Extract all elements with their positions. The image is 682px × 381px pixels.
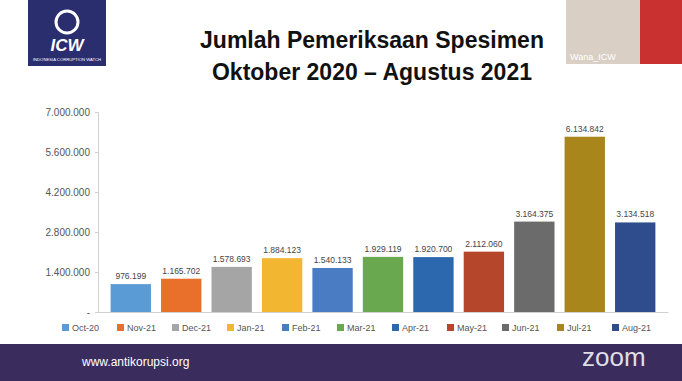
bar [615,222,655,312]
logo: ICW INDONESIA CORRUPTION WATCH [28,0,106,66]
legend-swatch [502,324,509,331]
data-label: 1.884.123 [263,245,301,255]
legend-swatch [282,324,289,331]
y-tick-mark [95,192,98,193]
legend-item: Jan-21 [227,323,265,333]
legend-swatch [612,324,619,331]
bar [111,284,151,312]
legend-swatch [117,324,124,331]
legend-item: Jun-21 [502,323,540,333]
legend-swatch [337,324,344,331]
legend-item: May-21 [447,323,487,333]
slide: ICW INDONESIA CORRUPTION WATCH Jumlah Peme… [0,0,682,381]
bar [464,252,504,312]
legend-label: Jun-21 [512,323,540,333]
webcam-label: Wana_ICW [570,52,616,62]
legend-item: Apr-21 [392,323,429,333]
bar [565,137,605,312]
watermark: zoom [582,342,646,372]
data-label: 976.199 [115,271,146,281]
data-label: 1.540.133 [314,255,352,265]
bar [262,258,302,312]
bar [312,268,352,312]
y-tick: 7.000.000 [46,107,99,118]
data-label: 3.164.375 [515,209,553,219]
y-tick-mark [95,232,98,233]
legend-swatch [227,324,234,331]
subtitle: Oktober 2020 – Agustus 2021 [212,59,532,85]
y-tick: - [87,307,98,318]
legend-label: Nov-21 [127,323,156,333]
y-axis: - 1.400.000 2.800.000 4.200.000 5.600.000 7.0… [46,107,99,318]
legend-swatch [447,324,454,331]
legend-label: Dec-21 [182,323,211,333]
y-axis-line [95,113,99,313]
y-tick: 2.800.000 [46,227,99,238]
y-tick-mark [95,272,98,273]
legend-label: Jul-21 [567,323,592,333]
y-tick-mark [95,112,98,113]
y-tick-label: 7.000.000 [46,107,91,118]
y-tick-label: 1.400.000 [46,267,91,278]
legend-item: Mar-21 [337,323,376,333]
legend-item: Aug-21 [612,323,651,333]
y-tick-label: - [87,307,90,318]
webcam: Wana_ICW [566,0,682,64]
legend-swatch [172,324,179,331]
legend-item: Feb-21 [282,323,321,333]
logo-icon [56,11,78,33]
logo-text: ICW [50,36,85,55]
y-tick-label: 4.200.000 [46,187,91,198]
legend-item: Nov-21 [117,323,156,333]
legend-item: Oct-20 [62,323,99,333]
webcam-frame [566,0,682,64]
y-tick-label: 5.600.000 [46,147,91,158]
legend-label: Apr-21 [402,323,429,333]
data-label: 6.134.842 [566,124,604,134]
x-axis-line [99,312,669,313]
data-label: 1.578.693 [213,254,251,264]
data-label: 3.134.518 [616,209,654,219]
legend-swatch [392,324,399,331]
y-tick: 4.200.000 [46,187,99,198]
legend-swatch [557,324,564,331]
bar [363,257,403,312]
footer-band [0,344,682,381]
bar [514,222,554,312]
legend: Oct-20 Nov-21 Dec-21 Jan-21 Feb-21 Mar-21 Apr-… [62,323,651,333]
bars [111,137,656,312]
y-tick-label: 2.800.000 [46,227,91,238]
title: Jumlah Pemeriksaan Spesimen [200,27,544,53]
legend-label: Feb-21 [292,323,321,333]
data-label: 1.165.702 [162,266,200,276]
legend-label: Jan-21 [237,323,265,333]
y-tick: 1.400.000 [46,267,99,278]
data-label: 2.112.060 [465,239,502,249]
legend-swatch [62,324,69,331]
data-label: 1.920.700 [415,244,453,254]
legend-item: Jul-21 [557,323,592,333]
y-tick-mark [95,152,98,153]
webcam-background [640,0,682,64]
footer-url: www.antikorupsi.org [81,355,189,369]
y-tick-mark [95,312,98,313]
background [0,0,682,381]
legend-item: Dec-21 [172,323,211,333]
data-label: 1.929.119 [364,244,401,254]
legend-label: Mar-21 [347,323,376,333]
bar [413,257,453,312]
legend-label: Aug-21 [622,323,651,333]
logo-subtitle: INDONESIA CORRUPTION WATCH [33,57,101,62]
data-labels: 976.199 1.165.702 1.578.693 1.884.123 1.540.… [115,124,654,281]
logo-box [28,0,106,66]
y-tick: 5.600.000 [46,147,99,158]
bar [161,279,201,312]
legend-label: May-21 [457,323,487,333]
legend-label: Oct-20 [72,323,99,333]
bar [211,267,251,312]
